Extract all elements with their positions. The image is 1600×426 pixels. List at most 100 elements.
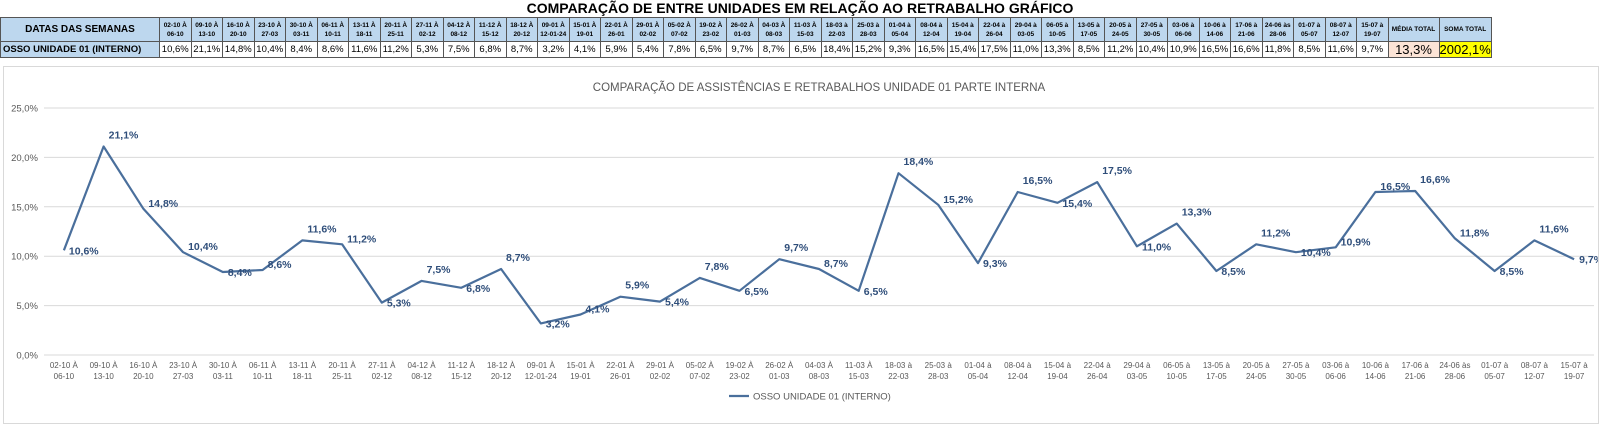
week-value: 10,4%: [253, 41, 286, 58]
y-tick-label: 5,0%: [16, 301, 38, 312]
data-label: 9,3%: [983, 258, 1008, 270]
x-tick-label: 28-03: [928, 372, 949, 381]
data-label: 14,8%: [148, 198, 178, 210]
x-tick-label: 17-05: [1206, 372, 1227, 381]
y-tick-label: 25,0%: [11, 104, 38, 115]
data-label: 18,4%: [903, 156, 933, 168]
x-tick-label: 06-10: [54, 372, 75, 381]
data-label: 8,4%: [228, 267, 253, 279]
week-header: 17-06 à 21-06: [1230, 17, 1263, 42]
y-tick-label: 20,0%: [11, 153, 38, 164]
week-header: 15-07 à 19-07: [1356, 17, 1389, 42]
week-value: 11,0%: [1009, 41, 1042, 58]
x-tick-label: 24-05: [1246, 372, 1267, 381]
x-tick-label: 30-10 À: [209, 361, 238, 370]
x-tick-label: 26-02 À: [765, 361, 794, 370]
x-tick-label: 03-05: [1127, 372, 1148, 381]
week-value: 8,6%: [316, 41, 349, 58]
data-label: 4,1%: [586, 303, 611, 315]
week-value: 21,1%: [190, 41, 223, 58]
x-tick-label: 19-04: [1047, 372, 1068, 381]
x-tick-label: 19-02 À: [725, 361, 754, 370]
x-tick-label: 29-04 à: [1123, 361, 1151, 370]
x-tick-label: 15-03: [849, 372, 870, 381]
data-label: 8,7%: [506, 252, 531, 264]
x-tick-label: 10-06 à: [1362, 361, 1390, 370]
data-label: 10,6%: [69, 245, 99, 257]
week-value: 13,3%: [1041, 41, 1074, 58]
data-label: 13,3%: [1182, 207, 1212, 219]
week-header: 15-04 à 19-04: [946, 17, 979, 42]
data-label: 7,5%: [427, 264, 452, 276]
week-value: 5,3%: [411, 41, 444, 58]
media-total-label: MÉDIA TOTAL: [1387, 17, 1440, 42]
x-tick-label: 03-11: [213, 372, 233, 381]
week-value: 9,7%: [1356, 41, 1389, 58]
week-header: 18-12 À 20-12: [505, 17, 538, 42]
week-value: 14,8%: [222, 41, 255, 58]
data-label: 3,2%: [546, 318, 571, 330]
week-value: 10,6%: [159, 41, 192, 58]
week-header: 26-02 À 01-03: [726, 17, 759, 42]
data-label: 6,5%: [864, 286, 889, 298]
data-label: 6,8%: [466, 283, 491, 295]
x-tick-label: 13-05 à: [1203, 361, 1231, 370]
data-label: 8,7%: [824, 258, 849, 270]
x-tick-label: 01-07 à: [1481, 361, 1509, 370]
week-value: 17,5%: [978, 41, 1011, 58]
week-value: 7,5%: [442, 41, 475, 58]
data-label: 11,2%: [347, 233, 377, 245]
week-header: 24-06 às 28-06: [1261, 17, 1294, 42]
x-tick-label: 25-11: [332, 372, 352, 381]
x-tick-label: 12-04: [1007, 372, 1028, 381]
x-tick-label: 15-07 à: [1561, 361, 1589, 370]
data-label: 8,6%: [268, 259, 293, 271]
week-value: 8,5%: [1072, 41, 1105, 58]
week-header: 11-03 À 15-03: [789, 17, 822, 42]
x-tick-label: 05-02 À: [686, 361, 715, 370]
data-label: 11,8%: [1460, 227, 1490, 239]
x-tick-label: 02-10 À: [50, 361, 79, 370]
week-header: 09-10 À 13-10: [190, 17, 223, 42]
x-tick-label: 01-03: [769, 372, 790, 381]
x-tick-label: 08-12: [411, 372, 432, 381]
week-value: 8,4%: [285, 41, 318, 58]
data-label: 7,8%: [705, 261, 730, 273]
x-tick-label: 19-01: [570, 372, 591, 381]
week-header: 15-01 À 19-01: [568, 17, 601, 42]
week-header: 09-01 À 12-01-24: [537, 17, 570, 42]
data-label: 16,5%: [1023, 175, 1053, 187]
x-tick-label: 08-07 à: [1521, 361, 1549, 370]
week-header: 16-10 À 20-10: [222, 17, 255, 42]
page-title: COMPARAÇÃO DE ENTRE UNIDADES EM RELAÇÃO …: [526, 0, 1074, 16]
data-label: 16,5%: [1380, 181, 1410, 193]
x-tick-label: 19-07: [1564, 372, 1585, 381]
x-tick-label: 06-11 À: [249, 361, 277, 370]
x-tick-label: 06-06: [1325, 372, 1346, 381]
data-label: 5,9%: [625, 280, 650, 292]
x-tick-label: 12-01-24: [525, 372, 558, 381]
week-header: 29-04 à 03-05: [1009, 17, 1042, 42]
x-tick-label: 08-04 à: [1004, 361, 1032, 370]
data-label: 11,6%: [1539, 223, 1569, 235]
table-header-row: DATAS DAS SEMANAS 02-10 À 06-10 09-10 À 1…: [0, 17, 1492, 42]
x-tick-label: 28-06: [1445, 372, 1466, 381]
data-label: 15,2%: [943, 194, 973, 206]
week-value: 11,2%: [1104, 41, 1137, 58]
week-value: 8,7%: [505, 41, 538, 58]
x-tick-label: 23-10 À: [169, 361, 198, 370]
data-label: 16,6%: [1420, 174, 1450, 186]
week-value: 4,1%: [568, 41, 601, 58]
x-tick-label: 27-03: [173, 372, 194, 381]
week-value: 11,8%: [1261, 41, 1294, 58]
soma-total-value: 2002,1%: [1438, 41, 1492, 58]
x-tick-label: 18-12 À: [487, 361, 516, 370]
x-tick-label: 26-01: [610, 372, 631, 381]
series-line: [62, 145, 1575, 325]
x-tick-label: 10-05: [1166, 372, 1187, 381]
data-label: 9,7%: [784, 242, 809, 254]
x-tick-label: 13-10: [93, 372, 114, 381]
week-value: 10,9%: [1167, 41, 1200, 58]
week-header: 27-05 à 30-05: [1135, 17, 1168, 42]
week-header: 23-10 À 27-03: [253, 17, 286, 42]
